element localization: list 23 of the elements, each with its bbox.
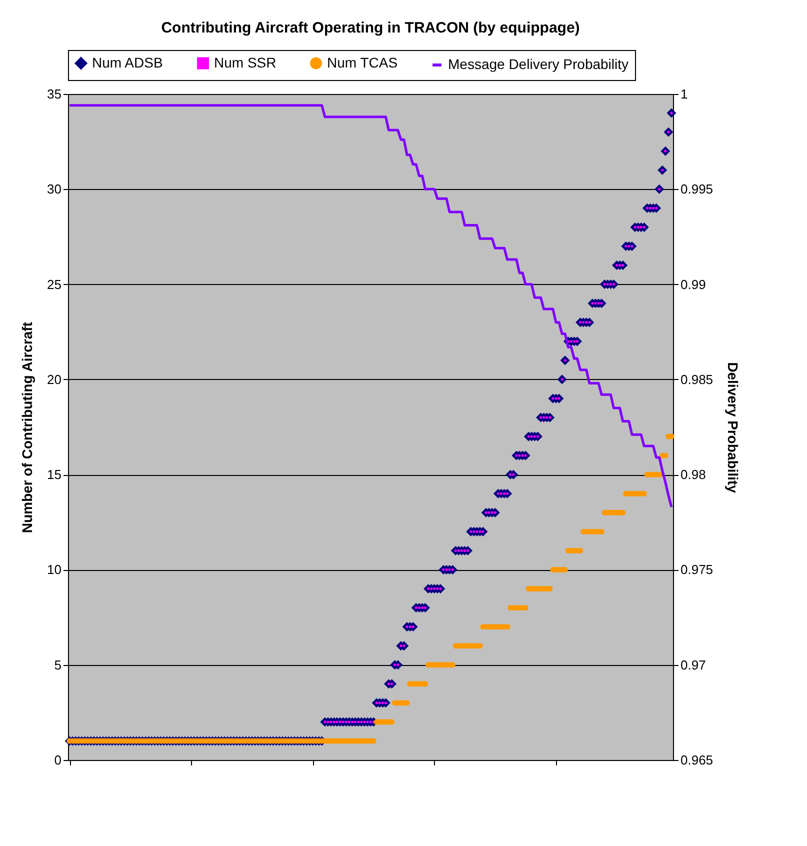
y-tick-label: 0 (54, 752, 62, 768)
legend-label: Num SSR (214, 54, 276, 70)
y-tick-label: 10 (47, 562, 62, 578)
y2-tick-label: 0.975 (680, 562, 714, 578)
y-tick-label: 15 (47, 467, 62, 482)
legend-label: Num TCAS (327, 54, 398, 70)
legend-label: Num ADSB (92, 54, 163, 70)
y2-tick-label: 0.99 (680, 276, 706, 292)
y-tick-label: 35 (47, 86, 62, 102)
y2-tick-label: 0.985 (680, 372, 714, 387)
y-axis-title: Number of Contributing Aircraft (19, 322, 36, 534)
y2-tick-label: 0.98 (680, 467, 706, 482)
y-tick-label: 30 (47, 182, 62, 197)
y2-tick-label: 0.965 (680, 752, 714, 768)
chart-title: Contributing Aircraft Operating in TRACON (by equippage) (161, 20, 580, 36)
y2-axis-title: Delivery Probability (725, 362, 742, 494)
y2-tick-label: 0.995 (680, 182, 714, 197)
y2-tick-label: 1 (680, 86, 688, 102)
y2-tick-label: 0.97 (680, 657, 706, 672)
y-tick-label: 5 (54, 657, 62, 672)
y-tick-label: 25 (47, 276, 62, 292)
y-tick-label: 20 (47, 372, 62, 387)
legend-label: Message Delivery Probability (448, 56, 629, 72)
